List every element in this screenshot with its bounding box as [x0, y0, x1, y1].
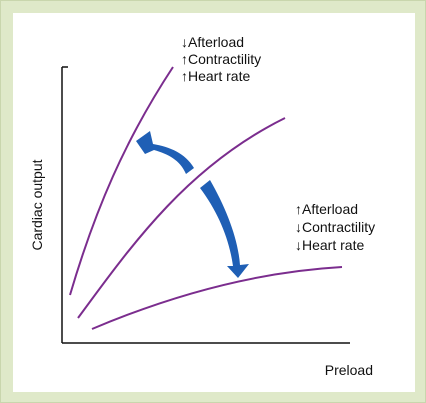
arrow-up-left: [136, 131, 194, 174]
arrow-down: [200, 180, 249, 278]
x-axis-label: Preload: [325, 362, 373, 378]
upper-note-heart-rate: ↑Heart rate: [181, 68, 250, 84]
curve-low: [91, 266, 343, 330]
lower-note-heart-rate: ↓Heart rate: [295, 237, 364, 253]
curve-high: [69, 66, 174, 296]
curve-normal: [77, 117, 286, 319]
lower-note-afterload: ↑Afterload: [295, 201, 358, 217]
upper-note-afterload: ↓Afterload: [181, 34, 244, 50]
y-axis-label: Cardiac output: [29, 159, 45, 250]
upper-note-contractility: ↑Contractility: [181, 51, 261, 67]
lower-note-contractility: ↓Contractility: [295, 219, 375, 235]
